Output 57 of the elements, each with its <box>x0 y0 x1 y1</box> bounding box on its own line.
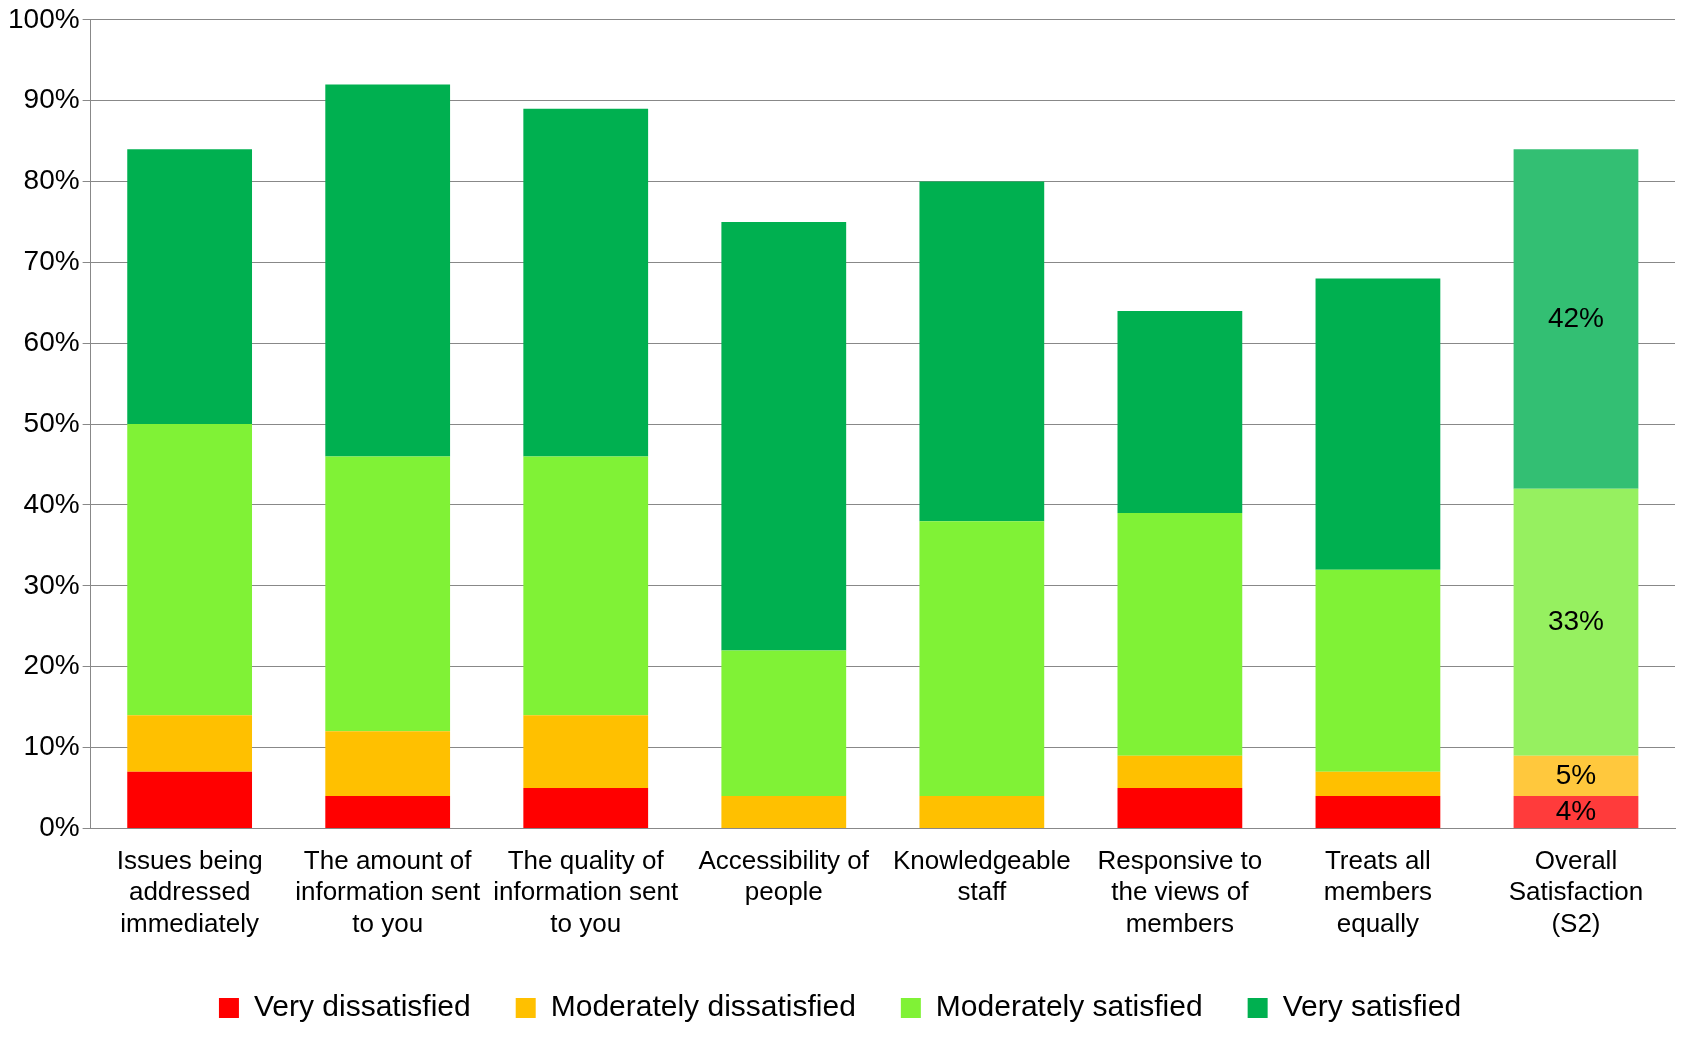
x-tick-label: Treats all members equally <box>1323 845 1433 938</box>
bar <box>919 181 1045 522</box>
bar <box>1513 488 1639 756</box>
legend-label: Very satisfied <box>1282 989 1462 1023</box>
x-tick-label: Overall Satisfaction (S2) <box>1508 845 1644 938</box>
bar <box>1117 513 1243 756</box>
y-tick-label: 30% <box>23 568 80 600</box>
bar <box>721 796 847 828</box>
bar <box>721 650 847 797</box>
bar <box>1315 796 1441 828</box>
y-tick-label: 10% <box>23 730 80 762</box>
legend-label: Moderately dissatisfied <box>550 989 856 1023</box>
bar <box>127 771 253 828</box>
y-tick-label: 50% <box>23 406 80 438</box>
data-label: 42% <box>1547 301 1604 333</box>
bar <box>325 84 451 457</box>
x-tick-label: The quality of information sent to you <box>493 845 679 938</box>
bar <box>1315 569 1441 772</box>
x-tick-label: Responsive to the views of members <box>1097 845 1263 938</box>
x-tick-label: Accessibility of people <box>698 845 870 907</box>
bar <box>1513 796 1639 828</box>
bar <box>523 456 649 716</box>
x-tick-label: The amount of information sent to you <box>295 845 481 938</box>
y-tick-label: 40% <box>23 487 80 519</box>
bar <box>1315 771 1441 797</box>
bar <box>1315 278 1441 570</box>
bar <box>1117 755 1243 788</box>
data-label: 5% <box>1555 758 1597 790</box>
bar <box>325 456 451 732</box>
bar <box>523 108 649 457</box>
y-tick-label: 20% <box>23 649 80 681</box>
bar <box>523 787 649 828</box>
bar <box>127 149 253 425</box>
bar <box>1117 310 1243 514</box>
x-tick-label: Issues being addressed immediately <box>116 845 263 938</box>
bar <box>127 424 253 716</box>
legend-label: Very dissatisfied <box>253 989 471 1023</box>
y-tick-label: 60% <box>23 325 80 357</box>
bar <box>523 715 649 788</box>
y-tick-label: 80% <box>23 164 80 196</box>
x-tick-label: Knowledgeable staff <box>892 845 1071 907</box>
data-label: 4% <box>1555 794 1597 826</box>
bar <box>127 715 253 772</box>
y-tick-label: 0% <box>39 811 80 843</box>
bar <box>1117 787 1243 828</box>
bar <box>1513 755 1639 797</box>
bar <box>919 796 1045 828</box>
bar <box>1513 149 1639 489</box>
bar <box>919 521 1045 797</box>
y-tick-label: 100% <box>7 2 80 34</box>
y-tick-label: 90% <box>23 83 80 115</box>
bar <box>325 731 451 797</box>
bar <box>325 796 451 828</box>
legend-label: Moderately satisfied <box>935 989 1203 1023</box>
y-tick-label: 70% <box>23 245 80 277</box>
data-label: 33% <box>1547 604 1604 636</box>
bar <box>721 221 847 651</box>
